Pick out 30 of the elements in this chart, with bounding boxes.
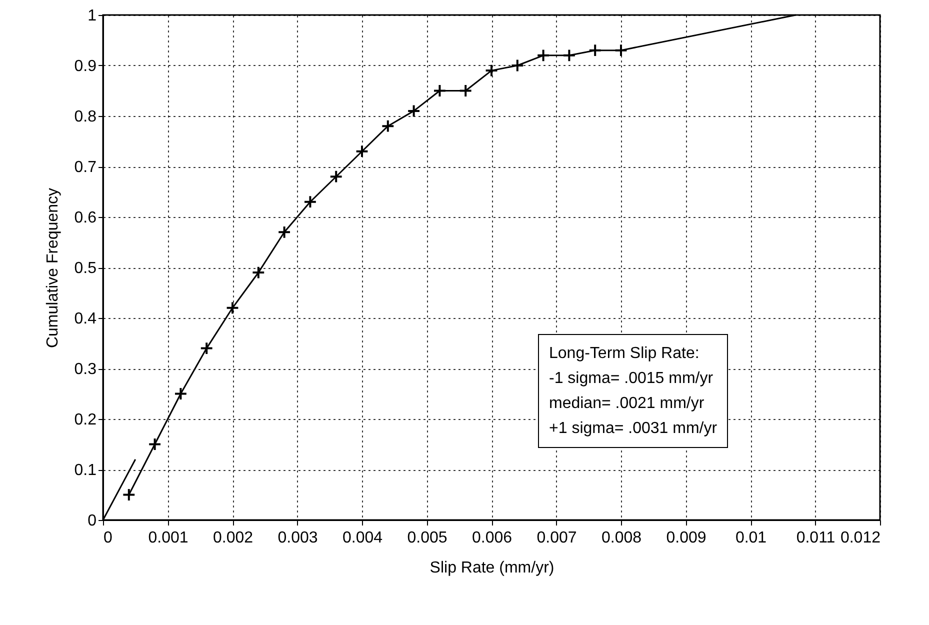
y-tick-label: 0.8 (74, 108, 97, 126)
annotation: +1 sigma= .0031 mm/yr (549, 419, 718, 439)
x-tick-label: 0.005 (407, 530, 448, 546)
x-tick-label: 0.008 (601, 530, 642, 546)
y-tick-label: 0.1 (74, 462, 97, 479)
x-tick-label: 0 (104, 530, 112, 546)
annotation: Long-Term Slip Rate: (549, 344, 700, 364)
y-tick-label: 0.5 (74, 260, 97, 277)
annotation: median= .0021 mm/yr (549, 394, 706, 414)
x-tick-label: 0.007 (536, 530, 577, 546)
x-tick-label: 0.01 (735, 530, 767, 546)
x-tick-label: 0.006 (472, 530, 512, 546)
x-tick-label: 0.009 (666, 530, 706, 546)
x-tick-label: 0.012 (840, 530, 881, 546)
y-tick-label: 0.6 (74, 210, 97, 226)
x-tick-label: 0.002 (212, 530, 254, 546)
annotation: -1 sigma= .0015 mm/yr (549, 369, 714, 389)
y-tick-label: 0.9 (74, 58, 97, 75)
x-tick-label: 0.003 (278, 530, 318, 546)
y-tick-label: 0.4 (74, 310, 97, 328)
x-tick-label: 0.011 (796, 530, 836, 546)
y-tick-label: 0 (88, 512, 97, 530)
y-tick-label: 0.7 (74, 159, 97, 176)
y-axis-title: Cumulative Frequency (44, 188, 62, 348)
x-axis-title: Slip Rate (mm/yr) (430, 560, 554, 576)
x-tick-label: 0.001 (148, 530, 188, 546)
y-tick-label: 1 (88, 8, 97, 24)
y-tick-label: 0.2 (74, 412, 97, 428)
x-tick-label: 0.004 (342, 530, 383, 546)
y-tick-label: 0.3 (74, 361, 97, 378)
